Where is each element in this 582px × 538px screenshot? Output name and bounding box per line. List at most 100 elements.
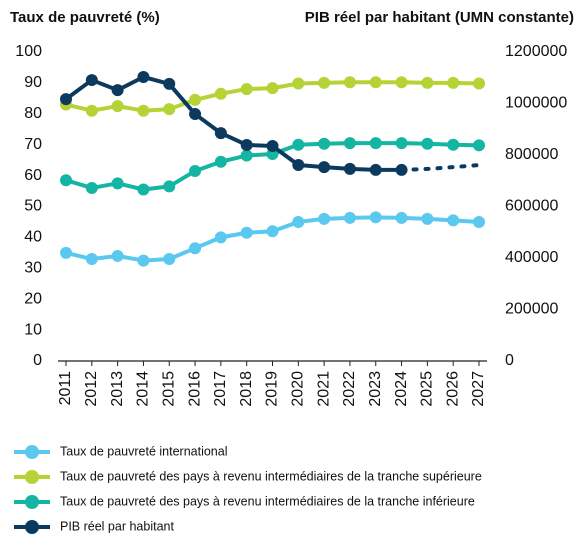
series-point <box>395 76 408 89</box>
legend-label: Taux de pauvreté international <box>60 444 227 458</box>
series-point <box>292 159 305 172</box>
y2-tick-label: 400000 <box>505 249 558 266</box>
series-point <box>189 242 202 255</box>
y-tick-label: 90 <box>24 74 42 91</box>
series-point <box>137 183 150 196</box>
series-point <box>292 77 305 90</box>
series-point <box>189 108 202 121</box>
series-point <box>137 254 150 267</box>
legend-marker <box>25 445 39 459</box>
series-point <box>85 74 98 87</box>
y-tick-label: 100 <box>15 43 42 60</box>
series-point <box>395 163 408 176</box>
series-point <box>60 246 72 259</box>
y-tick-label: 80 <box>24 105 42 122</box>
series-point <box>447 76 460 89</box>
series-point <box>421 137 434 150</box>
y2-tick-label: 1000000 <box>505 95 567 112</box>
series-point <box>189 93 202 106</box>
y-tick-label: 0 <box>33 352 42 369</box>
series-line <box>399 163 481 172</box>
series-point <box>60 174 72 187</box>
y-axis-title: Taux de pauvreté (%) <box>10 9 160 26</box>
series-point <box>369 211 382 224</box>
series-point <box>111 177 124 190</box>
series-point <box>266 82 279 95</box>
x-tick-label: 2018 <box>238 371 255 407</box>
x-tick-label: 2022 <box>341 371 358 407</box>
x-tick-label: 2019 <box>264 371 281 407</box>
series-point <box>240 138 253 151</box>
x-tick-label: 2020 <box>290 371 307 407</box>
series-point <box>473 139 485 152</box>
series-point <box>163 253 176 266</box>
legend-marker <box>25 495 39 509</box>
series-point <box>163 103 176 116</box>
series-point <box>369 137 382 150</box>
series-point <box>240 83 253 96</box>
legend-marker <box>25 520 39 534</box>
x-tick-label: 2024 <box>393 371 410 407</box>
y-tick-label: 70 <box>24 136 42 153</box>
x-tick-label: 2025 <box>419 371 436 407</box>
y-tick-label: 40 <box>24 229 42 246</box>
series-point <box>318 212 331 225</box>
x-tick-label: 2026 <box>444 371 461 407</box>
series-point <box>318 161 331 174</box>
y2-tick-label: 200000 <box>505 301 558 318</box>
x-tick-label: 2015 <box>160 371 177 407</box>
y2-tick-label: 800000 <box>505 146 558 163</box>
series-point <box>343 162 356 175</box>
series-point <box>421 212 434 225</box>
series-point <box>447 138 460 151</box>
legend-marker <box>25 470 39 484</box>
series-point <box>214 87 227 100</box>
x-tick-label: 2014 <box>135 371 152 407</box>
series-point <box>369 163 382 176</box>
x-tick-label: 2027 <box>470 371 487 407</box>
series-point <box>60 93 72 106</box>
legend-label: Taux de pauvreté des pays à revenu inter… <box>60 469 482 483</box>
y2-tick-label: 0 <box>505 352 514 369</box>
series-point <box>343 76 356 89</box>
series-point <box>214 231 227 244</box>
series-point <box>163 180 176 193</box>
series-point <box>343 211 356 224</box>
y-tick-label: 60 <box>24 167 42 184</box>
x-tick-label: 2021 <box>315 371 332 407</box>
series-point <box>240 149 253 162</box>
series-point <box>318 137 331 150</box>
x-tick-label: 2011 <box>57 371 74 406</box>
series-point <box>240 226 253 239</box>
x-tick-label: 2017 <box>212 371 229 407</box>
y-tick-label: 30 <box>24 260 42 277</box>
series-point <box>473 215 485 228</box>
series-point <box>421 76 434 89</box>
legend-label: PIB réel par habitant <box>60 519 174 533</box>
legend-label: Taux de pauvreté des pays à revenu inter… <box>60 494 475 508</box>
y2-axis-title: PIB réel par habitant (UMN constante) <box>305 9 574 26</box>
series-point <box>189 164 202 177</box>
series-point <box>395 137 408 150</box>
series-point <box>85 181 98 194</box>
series-point <box>137 70 150 83</box>
series-point <box>266 139 279 152</box>
series-point <box>343 137 356 150</box>
series-point <box>292 215 305 228</box>
series-point <box>85 104 98 117</box>
series-line <box>65 215 480 263</box>
x-tick-label: 2016 <box>186 371 203 407</box>
series-point <box>473 77 485 90</box>
series-point <box>447 214 460 227</box>
series-point <box>369 76 382 89</box>
series-point <box>137 104 150 117</box>
x-tick-label: 2013 <box>109 371 126 407</box>
series-point <box>111 100 124 113</box>
x-tick-label: 2012 <box>83 371 100 407</box>
y-tick-label: 50 <box>24 198 42 215</box>
series-point <box>163 77 176 90</box>
series-point <box>318 76 331 89</box>
y2-tick-label: 600000 <box>505 198 558 215</box>
y-tick-label: 10 <box>24 321 42 338</box>
